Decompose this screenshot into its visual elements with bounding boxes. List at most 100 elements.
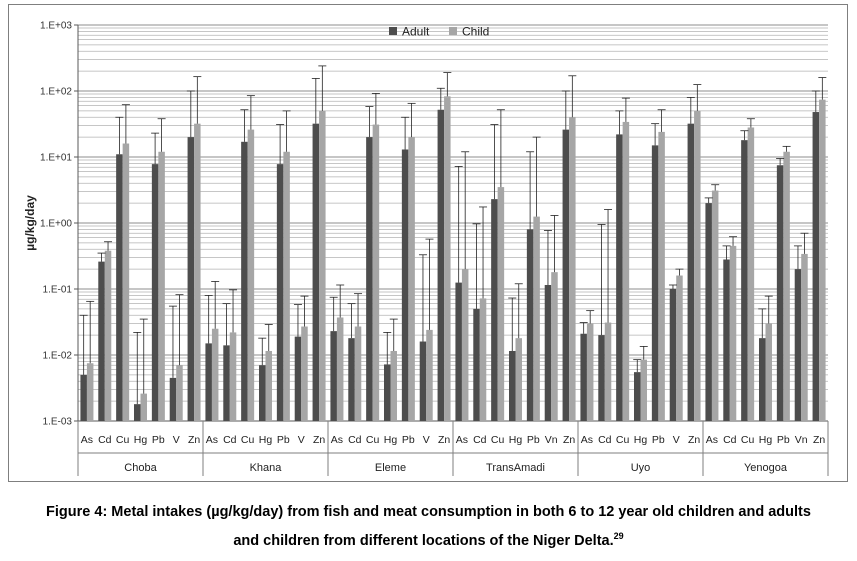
bar-adult bbox=[741, 140, 748, 421]
x-tick-label: V bbox=[423, 434, 430, 446]
bar-child bbox=[301, 326, 308, 421]
x-tick-label: Pb bbox=[277, 434, 290, 446]
bar-child bbox=[408, 137, 415, 421]
y-tick-label: 1.E+02 bbox=[40, 87, 72, 98]
bar-adult bbox=[401, 149, 409, 421]
group-label: Khana bbox=[250, 462, 283, 474]
bar-child bbox=[372, 124, 380, 421]
bar-child bbox=[497, 187, 505, 421]
bar-child bbox=[676, 275, 683, 421]
metal-intake-chart: 1.E-03 1.E-02 1.E-01 1.E+00 1.E+01 1.E+02 1.E+… bbox=[23, 21, 829, 476]
bar-child bbox=[461, 269, 469, 421]
bar-child bbox=[122, 143, 130, 421]
group-label: Choba bbox=[124, 462, 157, 474]
x-tick-label: As bbox=[456, 434, 468, 446]
bar-adult bbox=[366, 137, 373, 421]
bar-child bbox=[444, 96, 451, 421]
x-tick-label: Hg bbox=[509, 434, 523, 446]
x-tick-label: Zn bbox=[688, 434, 700, 446]
x-tick-label: Zn bbox=[313, 434, 325, 446]
bar-child bbox=[158, 151, 165, 421]
x-tick-label: Cd bbox=[348, 434, 362, 446]
x-tick-label: Zn bbox=[188, 434, 200, 446]
bar-adult bbox=[544, 284, 552, 421]
bar-adult bbox=[723, 259, 730, 421]
bar-child bbox=[247, 129, 255, 421]
bar-adult bbox=[598, 335, 605, 421]
legend-label-child: Child bbox=[462, 25, 489, 39]
x-tick-label: Cu bbox=[116, 434, 130, 446]
bar-adult bbox=[616, 134, 623, 422]
bar-child bbox=[586, 323, 594, 421]
bar-adult bbox=[776, 165, 784, 421]
x-tick-label: Cu bbox=[366, 434, 380, 446]
bar-child bbox=[479, 298, 487, 421]
x-tick-label: Hg bbox=[384, 434, 398, 446]
x-tick-label: Pb bbox=[152, 434, 165, 446]
bar-child bbox=[354, 326, 362, 421]
bar-child bbox=[604, 322, 612, 421]
bar-child bbox=[551, 272, 558, 421]
x-tick-label: Cd bbox=[223, 434, 237, 446]
x-tick-label: As bbox=[581, 434, 593, 446]
bar-adult bbox=[580, 333, 587, 421]
bar-child bbox=[819, 99, 826, 421]
x-tick-label: Hg bbox=[759, 434, 773, 446]
legend-swatch-child bbox=[449, 27, 457, 35]
legend-label-adult: Adult bbox=[402, 25, 430, 39]
x-tick-label: As bbox=[706, 434, 718, 446]
bar-child bbox=[640, 359, 647, 421]
bar-child bbox=[765, 323, 772, 421]
bar-adult bbox=[687, 123, 695, 422]
figure-caption: Figure 4: Metal intakes (µg/kg/day) from… bbox=[0, 500, 857, 553]
bar-child bbox=[211, 328, 219, 421]
bar-child bbox=[390, 350, 397, 421]
bar-adult bbox=[187, 137, 195, 421]
y-tick-label: 1.E+03 bbox=[40, 21, 72, 32]
bar-child bbox=[729, 245, 737, 421]
bar-child bbox=[747, 127, 755, 421]
bar-child bbox=[622, 121, 630, 421]
caption-line-2: and children from different locations of… bbox=[0, 524, 857, 553]
bar-adult bbox=[455, 282, 462, 421]
bar-child bbox=[176, 365, 183, 421]
x-tick-label: Cd bbox=[98, 434, 112, 446]
x-tick-label: Cu bbox=[741, 434, 755, 446]
bar-adult bbox=[759, 338, 766, 421]
bar-child bbox=[194, 123, 201, 422]
bar-adult bbox=[98, 261, 105, 421]
bar-adult bbox=[562, 129, 570, 421]
bar-adult bbox=[151, 164, 159, 421]
group-label: Eleme bbox=[375, 462, 406, 474]
chart-frame: 1.E-03 1.E-02 1.E-01 1.E+00 1.E+01 1.E+02 1.E+… bbox=[8, 4, 848, 482]
caption-line-2-text: and children from different locations of… bbox=[233, 532, 614, 549]
bar-adult bbox=[241, 141, 248, 421]
bar-adult bbox=[134, 404, 141, 421]
bar-adult bbox=[330, 331, 337, 421]
bar-adult bbox=[705, 203, 712, 421]
bar-child bbox=[426, 329, 433, 421]
bar-child bbox=[783, 151, 790, 421]
caption-line-1: Figure 4: Metal intakes (µg/kg/day) from… bbox=[46, 504, 811, 520]
bar-adult bbox=[169, 377, 177, 421]
x-tick-label: Cd bbox=[723, 434, 737, 446]
x-tick-label: Hg bbox=[259, 434, 273, 446]
bar-child bbox=[515, 338, 522, 421]
y-tick-label: 1.E+01 bbox=[40, 153, 72, 164]
bar-adult bbox=[116, 154, 123, 422]
bar-child bbox=[319, 110, 326, 421]
bar-adult bbox=[491, 199, 498, 421]
y-tick-label: 1.E+00 bbox=[40, 219, 72, 230]
x-tick-label: Cd bbox=[473, 434, 487, 446]
bar-adult bbox=[80, 374, 87, 421]
y-tick-label: 1.E-03 bbox=[43, 417, 73, 428]
bar-adult bbox=[794, 269, 802, 421]
bar-child bbox=[104, 250, 112, 421]
bar-adult bbox=[276, 164, 284, 421]
caption-reference: 29 bbox=[613, 531, 624, 541]
bar-adult bbox=[526, 229, 534, 421]
y-tick-label: 1.E-02 bbox=[43, 351, 73, 362]
bar-adult bbox=[205, 343, 212, 421]
x-tick-label: Pb bbox=[652, 434, 665, 446]
bar-child bbox=[283, 151, 290, 421]
